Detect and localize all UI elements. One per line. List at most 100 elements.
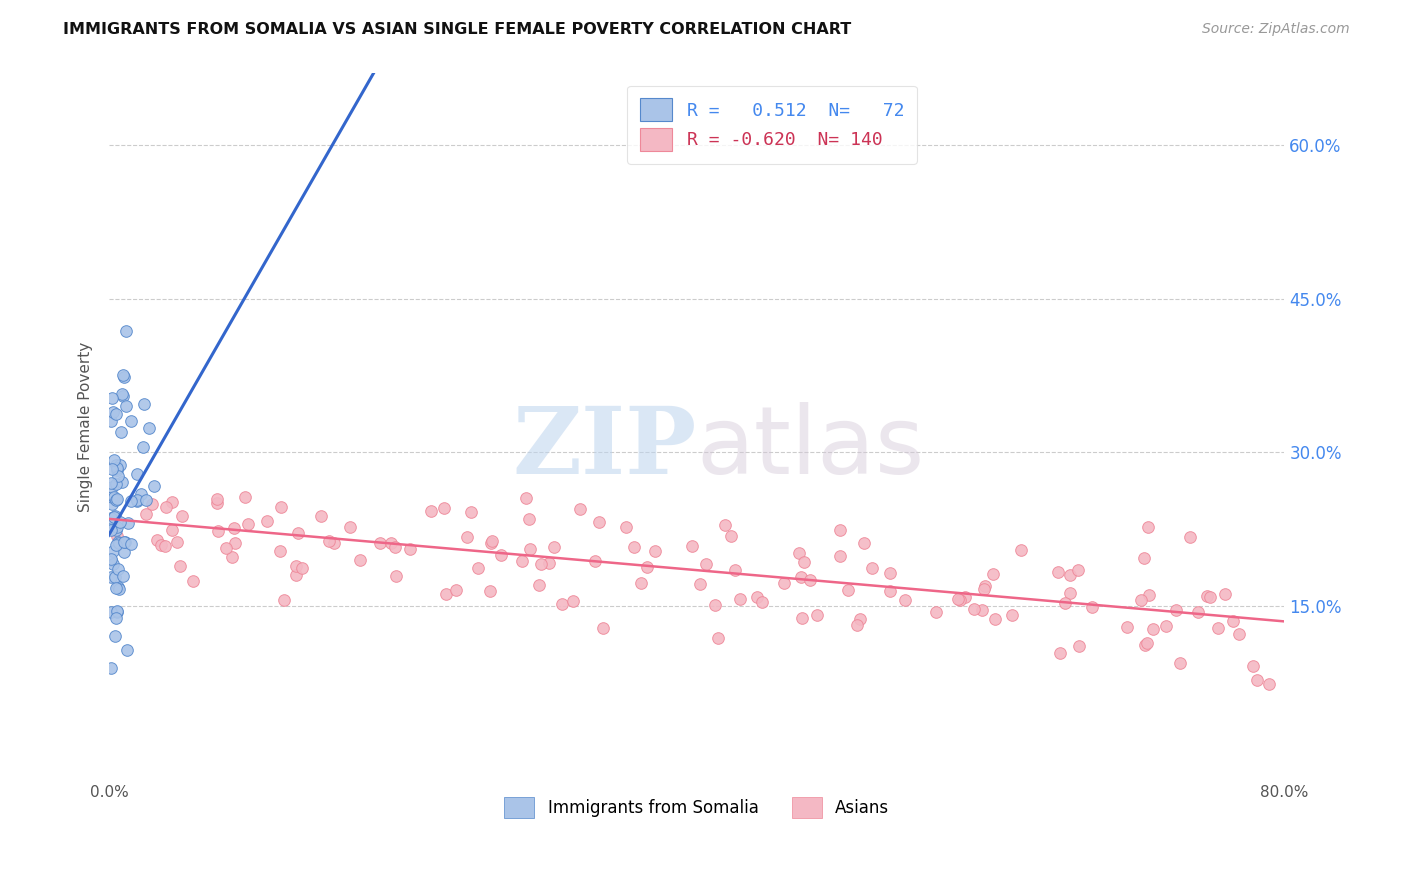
Point bbox=[172, 509, 194, 524]
Point bbox=[1199, 590, 1222, 604]
Point bbox=[100, 661, 122, 675]
Point bbox=[215, 541, 238, 555]
Point bbox=[1246, 673, 1268, 687]
Point bbox=[120, 537, 142, 551]
Point bbox=[105, 463, 128, 477]
Point bbox=[107, 605, 129, 619]
Point bbox=[1154, 619, 1177, 633]
Point bbox=[104, 492, 127, 507]
Point bbox=[1059, 567, 1081, 582]
Point bbox=[860, 561, 883, 575]
Text: atlas: atlas bbox=[697, 402, 925, 494]
Point bbox=[1053, 596, 1076, 610]
Point bbox=[101, 461, 124, 475]
Point bbox=[100, 606, 122, 620]
Point bbox=[787, 546, 810, 560]
Point bbox=[644, 544, 666, 558]
Point bbox=[1168, 656, 1191, 670]
Point bbox=[100, 414, 122, 428]
Point bbox=[830, 523, 852, 537]
Point bbox=[105, 523, 128, 537]
Point bbox=[285, 558, 308, 573]
Point bbox=[115, 324, 138, 338]
Point bbox=[222, 521, 245, 535]
Point bbox=[772, 575, 794, 590]
Point bbox=[1222, 614, 1244, 628]
Point bbox=[630, 576, 652, 591]
Point bbox=[543, 540, 565, 554]
Point bbox=[1137, 589, 1160, 603]
Point bbox=[269, 544, 291, 558]
Point bbox=[112, 368, 135, 383]
Point bbox=[793, 555, 815, 569]
Point bbox=[138, 421, 160, 435]
Point bbox=[444, 582, 467, 597]
Point bbox=[100, 570, 122, 584]
Point bbox=[169, 559, 191, 574]
Point bbox=[720, 529, 742, 543]
Point bbox=[135, 507, 157, 521]
Point bbox=[115, 642, 138, 657]
Point bbox=[1067, 563, 1090, 577]
Point bbox=[984, 612, 1007, 626]
Point bbox=[790, 570, 813, 584]
Point bbox=[105, 582, 128, 596]
Point bbox=[491, 548, 513, 562]
Legend: Immigrants from Somalia, Asians: Immigrants from Somalia, Asians bbox=[498, 790, 896, 825]
Point bbox=[143, 478, 166, 492]
Point bbox=[1059, 586, 1081, 600]
Point bbox=[108, 458, 131, 472]
Point bbox=[101, 557, 124, 571]
Point bbox=[1142, 622, 1164, 636]
Point bbox=[1227, 626, 1250, 640]
Point bbox=[953, 590, 976, 604]
Point bbox=[1130, 592, 1153, 607]
Point bbox=[1136, 636, 1159, 650]
Text: IMMIGRANTS FROM SOMALIA VS ASIAN SINGLE FEMALE POVERTY CORRELATION CHART: IMMIGRANTS FROM SOMALIA VS ASIAN SINGLE … bbox=[63, 22, 852, 37]
Point bbox=[799, 574, 821, 588]
Point bbox=[1133, 551, 1156, 566]
Point bbox=[207, 496, 229, 510]
Point bbox=[114, 399, 136, 413]
Point bbox=[981, 567, 1004, 582]
Point bbox=[370, 536, 392, 550]
Point bbox=[145, 533, 167, 547]
Point bbox=[166, 535, 188, 549]
Point bbox=[703, 599, 725, 613]
Point bbox=[120, 414, 142, 428]
Point bbox=[689, 577, 711, 591]
Point bbox=[100, 552, 122, 566]
Point bbox=[879, 583, 901, 598]
Point bbox=[103, 405, 125, 419]
Point bbox=[107, 535, 129, 549]
Point bbox=[681, 540, 703, 554]
Point bbox=[104, 407, 127, 421]
Point bbox=[111, 389, 134, 403]
Point bbox=[105, 604, 128, 618]
Point bbox=[384, 540, 406, 554]
Point bbox=[101, 544, 124, 558]
Point bbox=[380, 536, 402, 550]
Point bbox=[1046, 565, 1069, 579]
Point bbox=[972, 603, 994, 617]
Text: Source: ZipAtlas.com: Source: ZipAtlas.com bbox=[1202, 22, 1350, 37]
Point bbox=[141, 497, 163, 511]
Point bbox=[270, 500, 292, 514]
Point bbox=[291, 561, 314, 575]
Point bbox=[309, 509, 332, 524]
Point bbox=[238, 517, 260, 532]
Point bbox=[724, 563, 747, 577]
Point bbox=[948, 591, 970, 606]
Point bbox=[349, 552, 371, 566]
Point bbox=[205, 492, 228, 507]
Point bbox=[510, 554, 533, 568]
Point bbox=[515, 491, 537, 506]
Point bbox=[111, 568, 134, 582]
Point bbox=[207, 524, 229, 538]
Point bbox=[385, 568, 408, 582]
Point bbox=[636, 559, 658, 574]
Point bbox=[433, 501, 456, 516]
Point bbox=[105, 529, 128, 543]
Point bbox=[751, 595, 773, 609]
Point bbox=[1049, 646, 1071, 660]
